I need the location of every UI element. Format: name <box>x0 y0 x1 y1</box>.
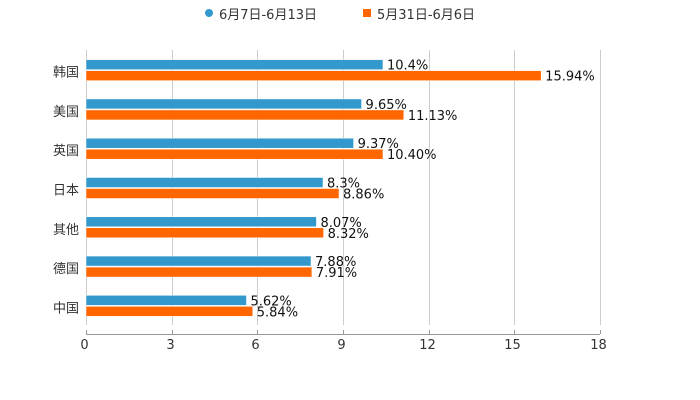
x-tick-label: 3 <box>166 338 174 353</box>
category-label: 其他 <box>53 223 79 238</box>
bar <box>85 59 384 70</box>
bar <box>85 255 312 267</box>
bar <box>85 227 324 239</box>
legend-marker-icon <box>204 9 213 17</box>
bar <box>85 177 324 188</box>
category-label: 德国 <box>53 262 79 277</box>
x-tick-label: 12 <box>419 338 436 353</box>
data-label: 7.91% <box>316 266 357 281</box>
bar <box>85 137 354 149</box>
category-label: 中国 <box>53 301 79 316</box>
bar <box>85 109 405 121</box>
data-label: 10.4% <box>387 59 428 74</box>
data-label: 8.07% <box>320 216 361 231</box>
legend-label: 6月7日-6月13日 <box>218 7 317 23</box>
bar <box>85 188 340 199</box>
data-label: 9.37% <box>358 137 399 152</box>
x-tick-label: 15 <box>504 338 521 353</box>
x-tick-label: 18 <box>590 338 607 353</box>
data-label: 15.94% <box>545 70 595 85</box>
category-label: 日本 <box>53 184 79 199</box>
bar <box>85 266 313 278</box>
chart-legend: 6月7日-6月13日 5月31日-6月6日 <box>0 4 700 23</box>
bar <box>85 306 254 317</box>
data-label: 10.40% <box>387 148 437 163</box>
x-tick-label: 6 <box>251 338 259 353</box>
bar <box>85 295 247 306</box>
x-tick-label: 0 <box>80 338 88 353</box>
bar <box>85 216 317 228</box>
legend-marker-icon <box>363 9 371 17</box>
data-label: 8.3% <box>327 177 360 192</box>
category-label: 英国 <box>53 144 79 159</box>
legend-item-series-b[interactable]: 5月31日-6月6日 <box>363 4 476 23</box>
x-tick-label: 9 <box>337 338 345 353</box>
data-label: 7.88% <box>315 255 356 270</box>
data-label: 9.65% <box>366 98 407 113</box>
legend-item-series-a[interactable]: 6月7日-6月13日 <box>204 4 317 23</box>
data-label: 5.84% <box>257 305 298 320</box>
data-label: 8.86% <box>343 188 384 203</box>
legend-label: 5月31日-6月6日 <box>377 7 476 23</box>
category-label: 韩国 <box>53 66 79 81</box>
data-label: 5.62% <box>250 294 291 309</box>
bar <box>85 70 542 81</box>
bar <box>85 148 384 160</box>
category-label: 美国 <box>53 105 79 120</box>
data-label: 8.32% <box>328 227 369 242</box>
data-label: 11.13% <box>408 109 458 124</box>
bar <box>85 98 362 110</box>
